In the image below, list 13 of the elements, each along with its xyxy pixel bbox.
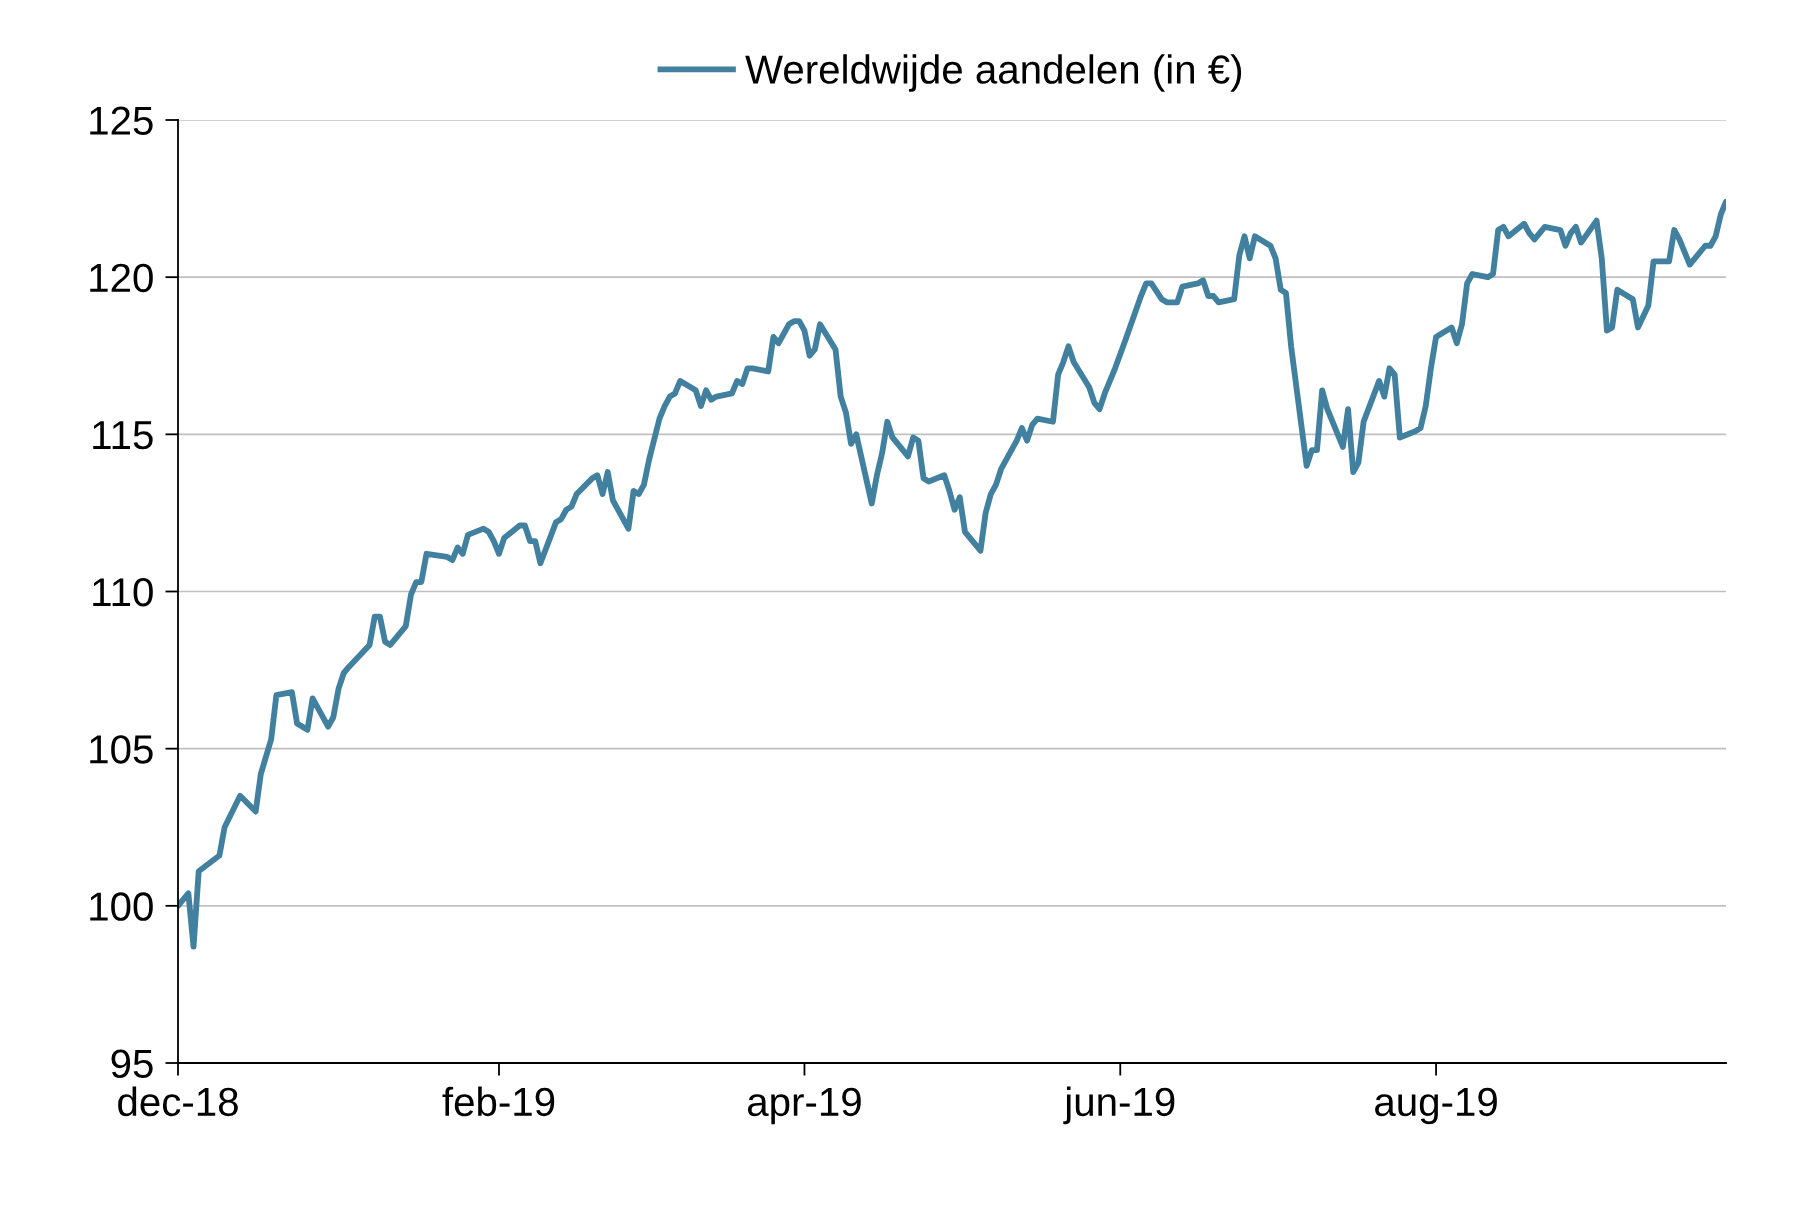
- y-tick-label: 115: [93, 421, 153, 450]
- x-tick-label: apr-19: [747, 1087, 861, 1125]
- x-tick-label: feb-19: [442, 1086, 555, 1117]
- y-tick-label: 125: [90, 106, 153, 135]
- y-tick-label: 105: [90, 735, 153, 764]
- x-tick-label: aug-19: [1375, 1087, 1497, 1125]
- y-tick-label: 95: [111, 1049, 153, 1078]
- x-tick-label: jun-19: [1063, 1086, 1175, 1125]
- legend-label: Wereldwijde aandelen (in €): [745, 54, 1242, 92]
- y-tick-label: 110: [93, 577, 153, 607]
- x-tick-label: dec-18: [118, 1086, 238, 1117]
- y-tick-label: 120: [90, 263, 153, 293]
- y-tick-label: 100: [90, 892, 153, 921]
